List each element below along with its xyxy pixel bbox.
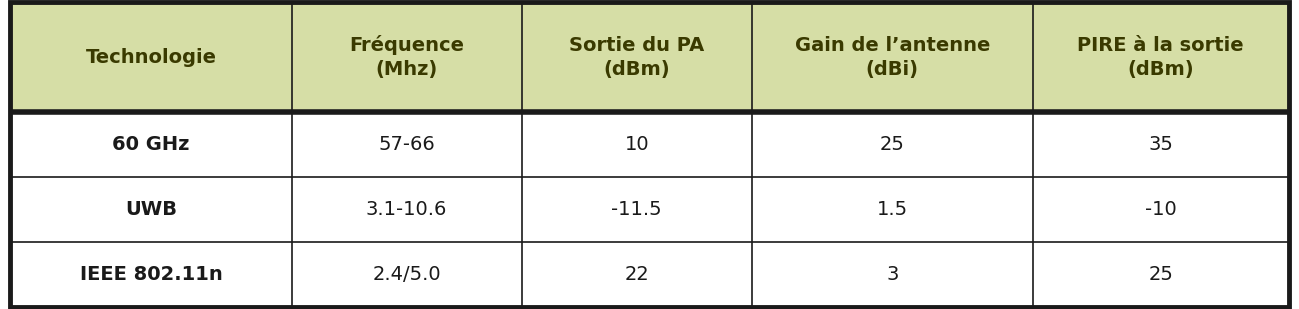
Text: 35: 35 <box>1148 135 1173 154</box>
Text: IEEE 802.11n: IEEE 802.11n <box>79 265 222 284</box>
Bar <box>1033 112 1289 177</box>
Bar <box>1033 177 1289 242</box>
Text: 3: 3 <box>886 265 899 284</box>
Text: 25: 25 <box>879 135 905 154</box>
Bar <box>1033 2 1289 112</box>
Text: 60 GHz: 60 GHz <box>112 135 190 154</box>
Text: Gain de l’antenne
(dBi): Gain de l’antenne (dBi) <box>795 36 990 79</box>
Text: 2.4/5.0: 2.4/5.0 <box>373 265 440 284</box>
Bar <box>752 242 1033 307</box>
Bar <box>10 112 291 177</box>
Text: 25: 25 <box>1148 265 1173 284</box>
Bar <box>10 242 291 307</box>
Bar <box>10 177 291 242</box>
Text: Technologie: Technologie <box>86 48 217 67</box>
Bar <box>522 112 752 177</box>
Text: PIRE à la sortie
(dBm): PIRE à la sortie (dBm) <box>1077 36 1244 79</box>
Bar <box>291 177 522 242</box>
Bar <box>10 2 291 112</box>
Text: 10: 10 <box>625 135 650 154</box>
Text: -10: -10 <box>1144 200 1177 219</box>
Bar <box>1033 242 1289 307</box>
Bar <box>522 177 752 242</box>
Text: 1.5: 1.5 <box>877 200 908 219</box>
Bar <box>291 242 522 307</box>
Bar <box>291 2 522 112</box>
Text: 57-66: 57-66 <box>378 135 435 154</box>
Text: Sortie du PA
(dBm): Sortie du PA (dBm) <box>569 36 704 79</box>
Text: UWB: UWB <box>125 200 177 219</box>
Text: 22: 22 <box>625 265 650 284</box>
Bar <box>522 2 752 112</box>
Text: Fréquence
(Mhz): Fréquence (Mhz) <box>349 35 464 79</box>
Bar <box>522 242 752 307</box>
Text: -11.5: -11.5 <box>612 200 662 219</box>
Text: 3.1-10.6: 3.1-10.6 <box>366 200 447 219</box>
Bar <box>752 177 1033 242</box>
Bar <box>752 2 1033 112</box>
Bar <box>291 112 522 177</box>
Bar <box>752 112 1033 177</box>
